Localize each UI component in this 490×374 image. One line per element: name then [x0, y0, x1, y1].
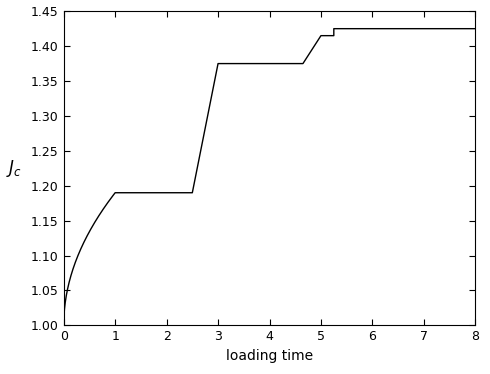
Y-axis label: $J_c$: $J_c$	[6, 158, 22, 179]
X-axis label: loading time: loading time	[226, 349, 313, 363]
